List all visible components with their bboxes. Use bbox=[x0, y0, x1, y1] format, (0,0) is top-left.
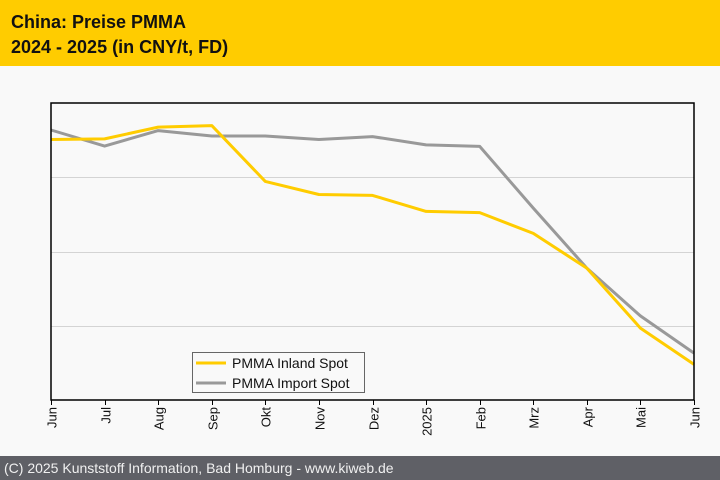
chart-subtitle: 2024 - 2025 (in CNY/t, FD) bbox=[11, 37, 229, 57]
gridlines bbox=[51, 177, 694, 327]
series-lines bbox=[50, 124, 695, 366]
x-tick-label: Apr bbox=[581, 406, 596, 427]
x-axis: Jun Jul Aug Sep Okt Nov Dez 2025 Feb Mrz Apr Mai Jun bbox=[45, 400, 703, 436]
x-tick-label: Okt bbox=[259, 407, 274, 428]
chart-title: China: Preise PMMA bbox=[11, 12, 187, 32]
x-tick-label: Jun bbox=[45, 407, 60, 428]
x-tick-label: Aug bbox=[152, 407, 167, 430]
x-tick-label: Jul bbox=[99, 407, 114, 424]
legend-label-import: PMMA Import Spot bbox=[232, 375, 350, 391]
copyright-text: (C) 2025 Kunststoff Information, Bad Hom… bbox=[4, 460, 394, 476]
legend-label-inland: PMMA Inland Spot bbox=[232, 355, 348, 371]
x-tick-label: Sep bbox=[206, 407, 221, 430]
x-tick-label: Nov bbox=[313, 407, 328, 431]
x-tick-label: Feb bbox=[474, 407, 489, 429]
x-tick-label: Jun bbox=[688, 407, 703, 428]
plot-frame bbox=[50, 102, 695, 401]
chart-header: China: Preise PMMA 2024 - 2025 (in CNY/t… bbox=[0, 0, 720, 66]
x-tick-label: Mrz bbox=[527, 407, 542, 429]
legend-box bbox=[192, 352, 365, 393]
series-line-inland bbox=[50, 124, 695, 366]
line-chart: Jun Jul Aug Sep Okt Nov Dez 2025 Feb Mrz Apr Mai Jun… bbox=[45, 102, 703, 436]
x-tick-label: 2025 bbox=[420, 407, 435, 436]
series-line-import bbox=[50, 128, 695, 355]
x-tick-label: Dez bbox=[367, 407, 382, 430]
footer: (C) 2025 Kunststoff Information, Bad Hom… bbox=[0, 456, 720, 480]
legend: PMMA Inland Spot PMMA Import Spot bbox=[192, 352, 365, 393]
x-tick-label: Mai bbox=[634, 407, 649, 428]
